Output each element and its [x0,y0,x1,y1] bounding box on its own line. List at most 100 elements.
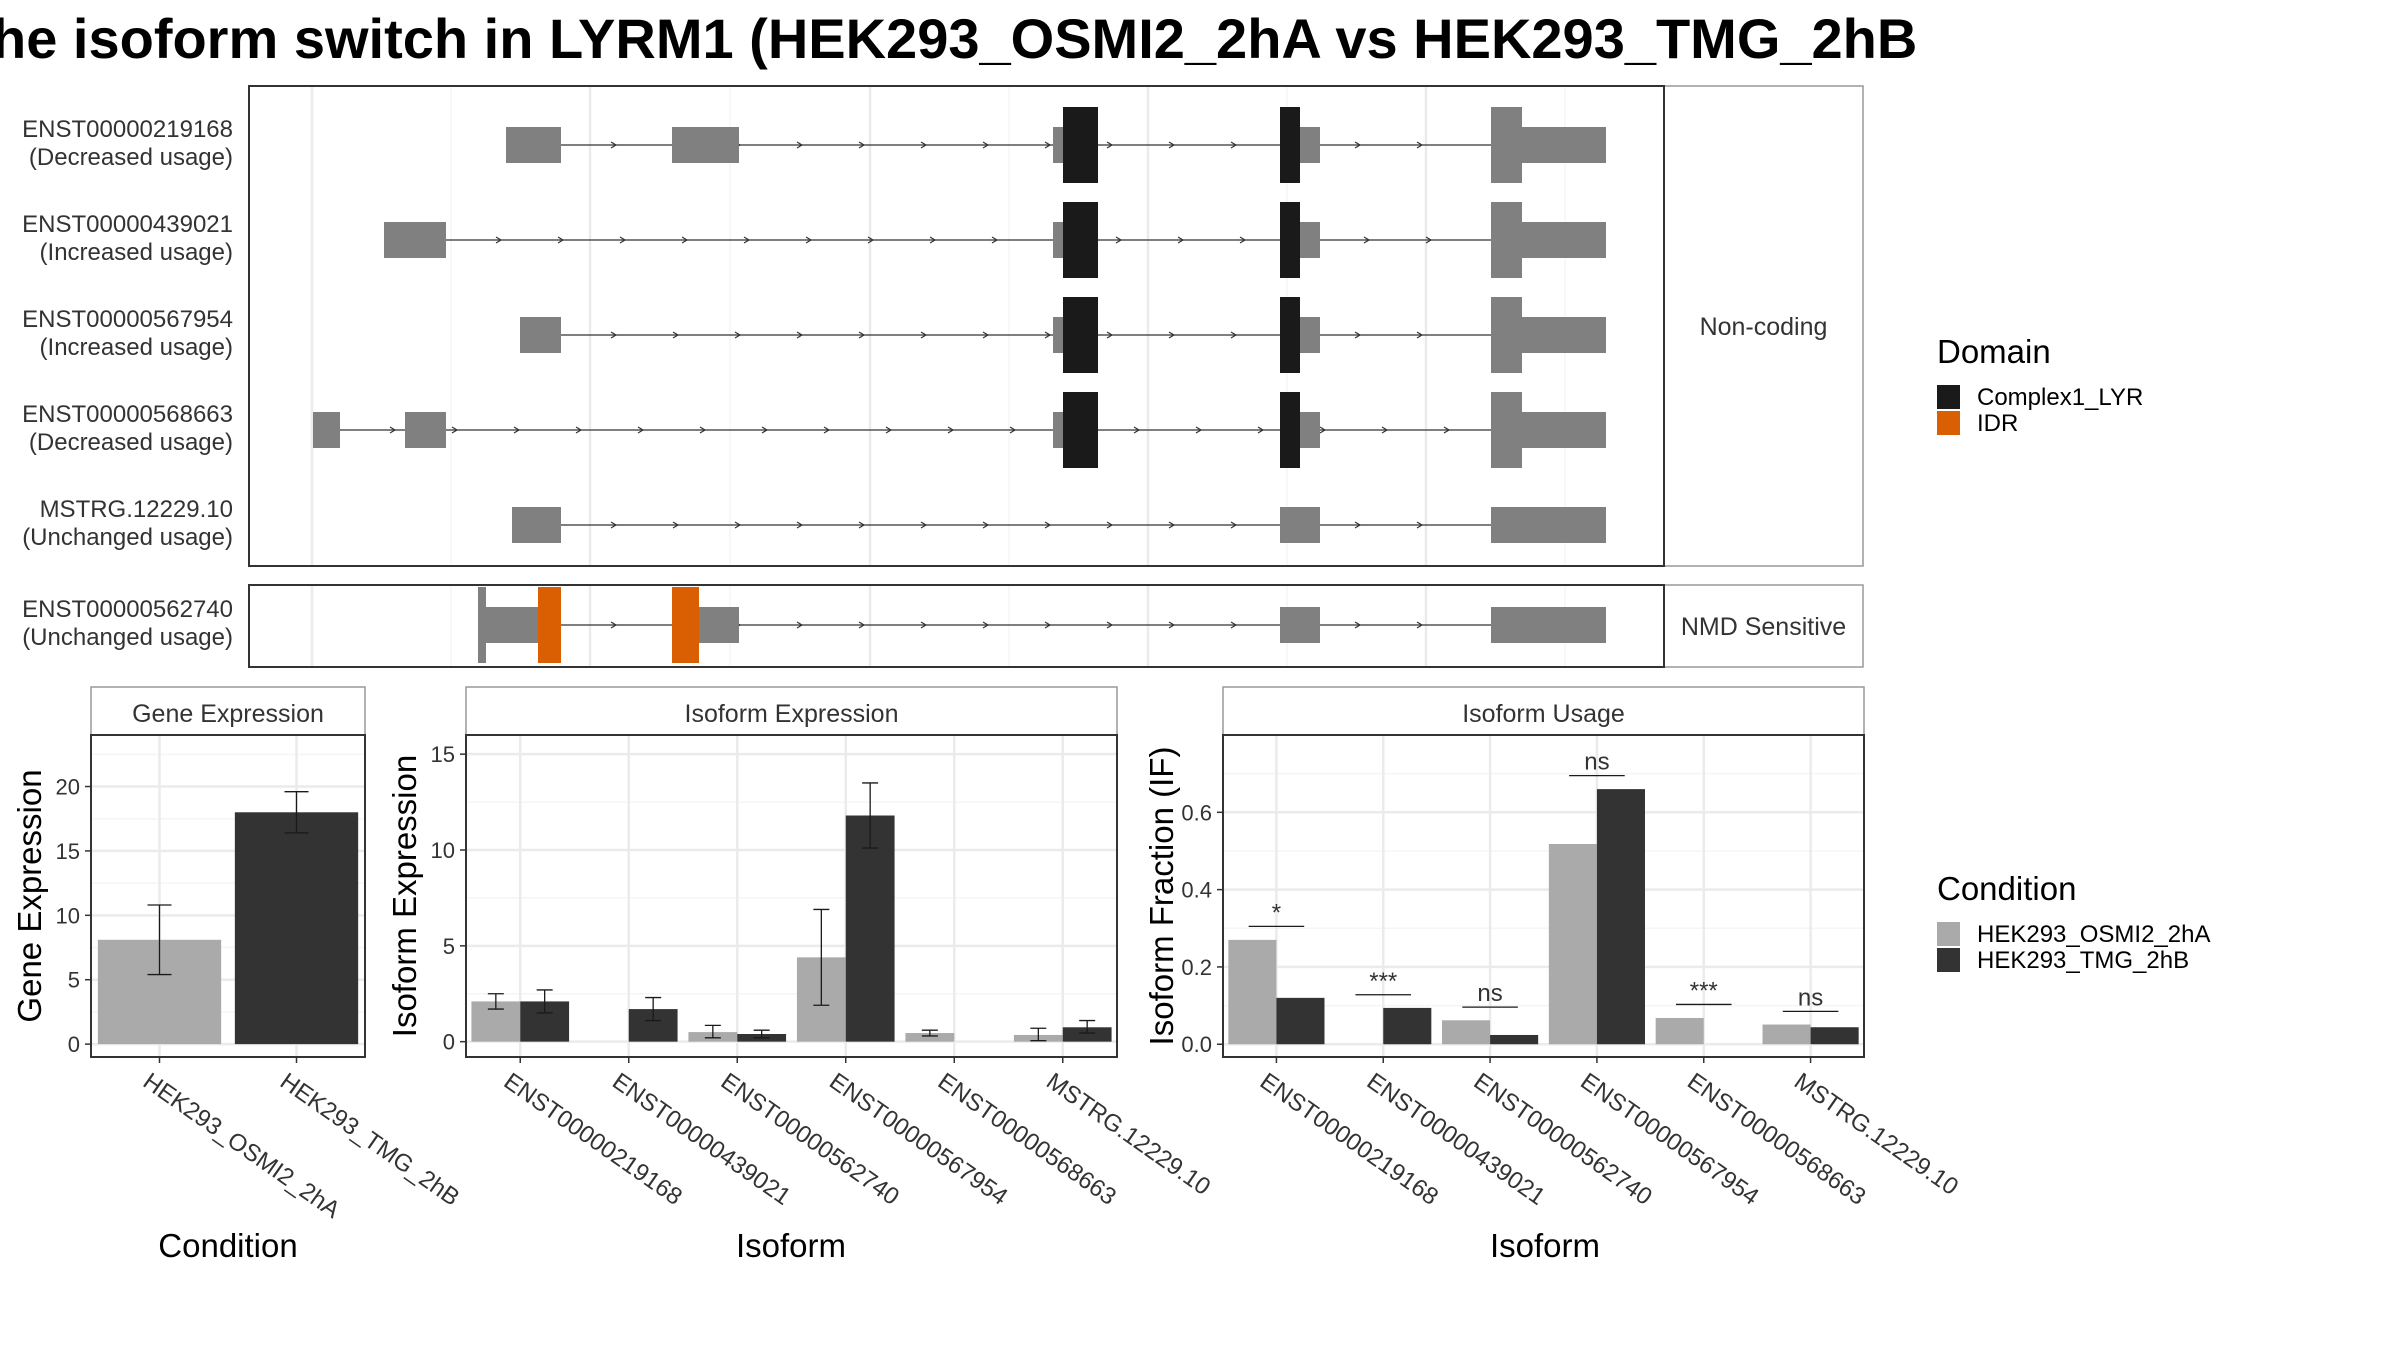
strand-arrow [796,331,804,339]
bar-HEK293_TMG_2hB-ENST00000567954 [1596,789,1645,1045]
transcript-label-usage: (Increased usage) [40,239,233,266]
panel-border [465,734,1118,1058]
strand-arrow [672,521,680,529]
strand-arrow [610,521,618,529]
legend-key-Complex1_LYR [1937,385,1960,409]
transcript-row-MSTRG.12229.10 [512,507,1606,543]
bar-HEK293_OSMI2_2hA-MSTRG.12229.10 [1762,1024,1811,1045]
strand-arrow [557,236,565,244]
x-tick-label: ENST00000568663 [933,1068,1121,1211]
significance-label: ns [1798,984,1823,1011]
exon [482,607,538,643]
domain-complex1-lyr [1063,107,1098,183]
legend-title: Domain [1937,333,2051,370]
panel-title: Isoform Expression [685,700,899,728]
strand-arrow [1239,236,1247,244]
strand-arrow [796,141,804,149]
structure-panel-bg [249,585,1664,667]
strand-arrow [858,331,866,339]
exon [384,222,446,258]
transcript-label-usage: (Unchanged usage) [22,524,233,551]
strand-arrow [1177,236,1185,244]
strand-arrow [920,141,928,149]
error-bar [284,791,309,834]
strand-arrow [495,236,503,244]
exon [313,412,340,448]
transcript-label-id: ENST00000439021 [22,211,233,238]
significance-label: ns [1584,749,1609,776]
y-axis-title: Gene Expression [11,769,48,1022]
strand-arrow [982,331,990,339]
transcript-row-ENST00000439021 [384,202,1606,278]
strand-arrow [1106,141,1114,149]
exon [512,507,561,543]
strand-arrow [734,331,742,339]
domain-complex1-lyr [1063,297,1098,373]
strand-arrow [858,621,866,629]
exon [520,317,561,353]
exon [1491,607,1606,643]
domain-complex1-lyr [1063,392,1098,468]
strand-arrow [1416,521,1424,529]
chart-panel-2: Isoform Expression051015ENST00000219168E… [386,686,1215,1264]
panel-bg [466,735,1117,1057]
y-axis-title: Isoform Fraction (IF) [1143,747,1180,1046]
bar-HEK293_TMG_2hB-ENST00000439021 [1383,1007,1432,1045]
exon-cds [1491,392,1522,468]
strand-arrow [637,426,645,434]
domain-idr [672,587,699,663]
error-bar [753,1029,770,1039]
exon [699,607,739,643]
strand-arrow [761,426,769,434]
facet-strip [1663,584,1864,668]
strand-arrow [1106,331,1114,339]
figure-title: he isoform switch in LYRM1 (HEK293_OSMI2… [0,7,1917,70]
strand-arrow [1195,426,1203,434]
legend-label: HEK293_TMG_2hB [1977,947,2189,974]
legend-title: Condition [1937,870,2076,907]
significance-label: ns [1477,980,1502,1007]
strand-arrow [699,426,707,434]
transcript-row-ENST00000219168 [506,107,1606,183]
domain-complex1-lyr [1280,202,1300,278]
x-tick-label: ENST00000568663 [1682,1068,1870,1211]
exon [1522,222,1606,258]
bar-HEK293_TMG_2hB-ENST00000567954 [845,815,895,1042]
strand-arrow [610,621,618,629]
exon [1300,222,1320,258]
strand-arrow [1443,426,1451,434]
strand-arrow [513,426,521,434]
exon [405,412,446,448]
transcript-row-ENST00000568663 [313,392,1606,468]
y-axis-title: Isoform Expression [386,755,423,1037]
strand-arrow [1009,426,1017,434]
legend-key-HEK293_TMG_2hB [1937,948,1960,972]
strand-arrow [1354,521,1362,529]
error-bar [921,1029,938,1037]
strand-arrow [1106,521,1114,529]
panel-bg [1223,735,1864,1057]
exon [1300,317,1320,353]
x-tick-label: ENST00000439021 [607,1068,795,1211]
y-tick-label: 10 [431,838,455,863]
strand-arrow [796,521,804,529]
exon [672,127,739,163]
strand-arrow [1168,621,1176,629]
panel-title: Isoform Usage [1462,700,1625,728]
strand-arrow [1044,621,1052,629]
x-tick-label: ENST00000562740 [1469,1068,1657,1211]
strand-arrow [947,426,955,434]
strand-arrow [1044,331,1052,339]
strand-arrow [982,521,990,529]
error-bar [147,904,172,976]
x-tick-label: ENST00000219168 [1255,1068,1443,1211]
strand-arrow [743,236,751,244]
strand-arrow [734,521,742,529]
legend-key-HEK293_OSMI2_2hA [1937,922,1960,946]
strand-arrow [1354,141,1362,149]
exon [1491,507,1606,543]
bar-HEK293_OSMI2_2hA-ENST00000562740 [1442,1020,1491,1045]
error-bar [704,1024,721,1039]
